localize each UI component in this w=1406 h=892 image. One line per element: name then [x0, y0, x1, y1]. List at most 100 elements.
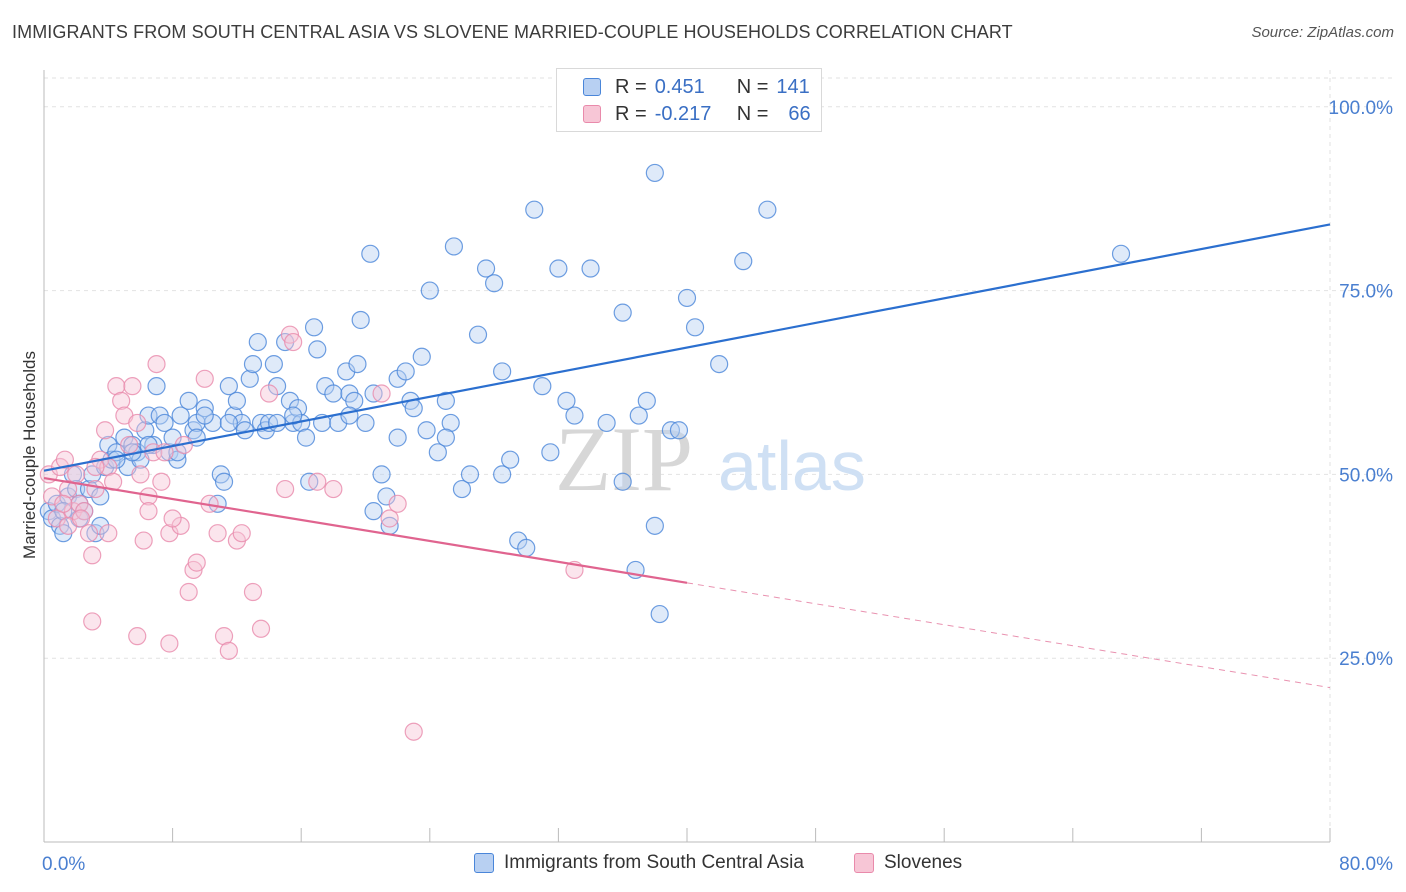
data-point-blue: [248, 332, 267, 352]
data-point-blue: [645, 163, 664, 183]
data-point-blue: [227, 391, 246, 410]
y-tick-label: 100.0%: [1329, 98, 1394, 119]
data-point-pink: [147, 354, 166, 374]
data-point-blue: [417, 421, 436, 440]
data-point-blue: [340, 406, 359, 425]
series-swatch-pink: [854, 853, 874, 873]
legend-n-label: N =: [736, 75, 769, 98]
data-point-blue: [557, 391, 576, 410]
data-point-pink: [54, 494, 73, 513]
data-point-blue: [613, 472, 632, 491]
legend-row-blue: R = 0.451 N = 141: [583, 74, 810, 100]
data-point-blue: [372, 465, 391, 484]
data-point-blue: [179, 391, 198, 410]
data-point-blue: [533, 377, 552, 396]
data-point-blue: [195, 399, 214, 418]
data-point-blue: [243, 354, 263, 374]
data-point-blue: [441, 413, 460, 433]
data-point-blue: [351, 310, 370, 330]
x-tick-label: 80.0%: [1339, 854, 1393, 875]
axes: [43, 70, 1331, 843]
data-point-blue: [669, 421, 689, 440]
series-legend-pink: Slovenes: [854, 852, 962, 874]
watermark-atlas: atlas: [718, 427, 866, 505]
data-point-pink: [131, 465, 150, 484]
legend-r-value: 0.451: [654, 75, 705, 98]
data-point-pink: [83, 546, 102, 565]
trend-line-blue: [43, 223, 1331, 472]
data-point-pink: [187, 553, 206, 572]
data-point-blue: [565, 406, 584, 425]
data-point-blue: [685, 318, 705, 337]
data-point-blue: [304, 318, 324, 337]
data-point-pink: [160, 524, 179, 543]
data-point-pink: [128, 413, 147, 433]
data-point-blue: [597, 413, 616, 433]
legend-r-value: -0.217: [654, 102, 712, 125]
data-point-pink: [107, 377, 126, 396]
data-point-blue: [412, 347, 431, 366]
data-point-blue: [613, 303, 632, 322]
data-point-blue: [264, 354, 283, 374]
data-point-blue: [219, 377, 238, 396]
source-label: Source: ZipAtlas.com: [1251, 24, 1394, 41]
data-point-pink: [79, 524, 99, 543]
data-point-blue: [420, 281, 439, 300]
grid-lines: [44, 70, 1392, 842]
data-point-pink: [404, 722, 423, 741]
data-point-pink: [195, 369, 214, 388]
data-point-blue: [308, 340, 327, 359]
data-point-blue: [501, 450, 520, 469]
data-point-blue: [214, 472, 234, 491]
data-point-pink: [276, 479, 295, 499]
data-point-pink: [59, 479, 78, 499]
data-point-blue: [541, 443, 560, 462]
series-swatch-blue: [474, 853, 494, 873]
data-point-pink: [152, 472, 171, 491]
data-point-blue: [493, 465, 512, 484]
data-point-pink: [139, 502, 158, 521]
data-point-blue: [758, 200, 777, 219]
data-point-pink: [243, 582, 263, 602]
legend-r-label: R =: [615, 102, 647, 125]
data-point-blue: [171, 406, 190, 425]
data-point-pink: [179, 582, 198, 602]
data-point-blue: [267, 413, 287, 433]
data-point-blue: [581, 259, 600, 278]
data-point-pink: [372, 384, 391, 403]
data-point-blue: [629, 406, 648, 425]
data-point-blue: [388, 428, 407, 447]
data-point-blue: [219, 413, 238, 433]
trend-line-pink: [43, 476, 688, 584]
series-name-blue: Immigrants from South Central Asia: [504, 852, 804, 873]
trend-lines: [43, 223, 1331, 689]
data-point-blue: [296, 428, 316, 447]
data-point-pink: [67, 465, 86, 484]
data-point-pink: [55, 450, 74, 469]
data-point-blue: [436, 391, 455, 410]
data-point-blue: [637, 391, 656, 410]
data-point-blue: [396, 362, 415, 381]
data-point-pink: [86, 479, 105, 499]
data-point-blue: [168, 443, 187, 462]
data-point-blue: [485, 274, 504, 293]
data-point-blue: [650, 604, 669, 624]
legend-swatch-pink: [583, 105, 601, 123]
data-points: [39, 163, 1131, 741]
data-point-blue: [444, 237, 464, 256]
y-axis-label: Married-couple Households: [20, 351, 39, 559]
stats-legend: R = 0.451 N = 141 R = -0.217 N = 66: [556, 68, 822, 132]
data-point-blue: [155, 413, 174, 433]
data-point-blue: [377, 487, 396, 506]
data-point-blue: [361, 244, 380, 263]
y-tick-label: 25.0%: [1339, 649, 1393, 670]
legend-row-pink: R = -0.217 N = 66: [583, 101, 811, 127]
data-point-pink: [219, 641, 238, 660]
legend-swatch-blue: [583, 78, 601, 96]
data-point-blue: [468, 325, 488, 344]
data-point-blue: [734, 252, 753, 271]
watermark-zip: ZIP: [555, 408, 693, 510]
data-point-blue: [345, 391, 364, 410]
data-point-blue: [195, 406, 214, 425]
chart-title: IMMIGRANTS FROM SOUTH CENTRAL ASIA VS SL…: [12, 22, 1013, 42]
